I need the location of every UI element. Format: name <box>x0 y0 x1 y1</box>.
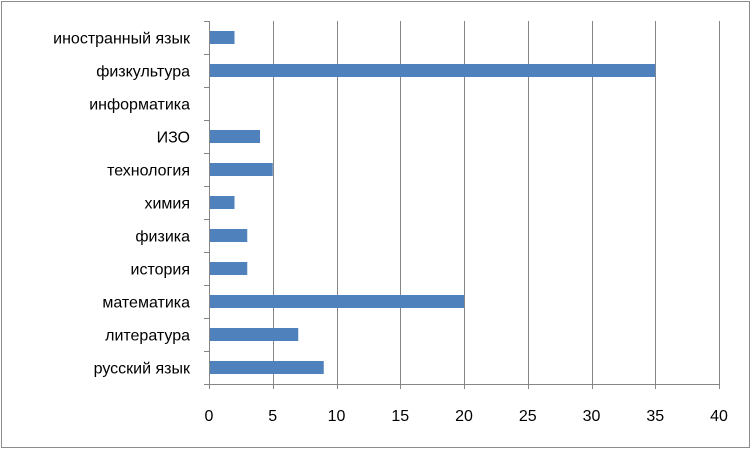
bar-9 <box>209 64 656 77</box>
category-label-4: физика <box>135 229 190 246</box>
category-label-7: ИЗО <box>157 130 190 147</box>
category-label-9: физкультура <box>96 64 190 81</box>
x-tick-label-8: 40 <box>710 408 728 425</box>
category-label-0: русский язык <box>94 361 191 378</box>
bar-6 <box>209 163 273 176</box>
bar-0 <box>209 361 324 374</box>
category-label-2: математика <box>102 295 190 312</box>
bar-7 <box>209 130 260 143</box>
x-tick-label-5: 25 <box>519 408 537 425</box>
bar-2 <box>209 295 464 308</box>
axes <box>204 21 720 389</box>
category-label-10: иностранный язык <box>53 31 191 48</box>
bar-1 <box>209 328 299 341</box>
bar-3 <box>209 262 248 275</box>
category-label-5: химия <box>144 196 190 213</box>
category-label-8: информатика <box>89 97 190 114</box>
x-tick-label-3: 15 <box>391 408 409 425</box>
category-labels: русский язык литература математика история ф… <box>53 31 191 378</box>
x-tick-label-1: 5 <box>268 408 277 425</box>
grid-lines <box>273 21 720 384</box>
x-tick-label-6: 30 <box>583 408 601 425</box>
bars <box>209 31 656 374</box>
bar-10 <box>209 31 235 44</box>
bar-5 <box>209 196 235 209</box>
category-label-1: литература <box>105 328 190 345</box>
x-tick-label-4: 20 <box>455 408 473 425</box>
category-label-3: история <box>131 262 190 279</box>
x-tick-labels: 0 5 10 15 20 25 30 35 40 <box>205 408 728 425</box>
x-tick-label-2: 10 <box>328 408 346 425</box>
category-label-6: технология <box>107 163 190 180</box>
x-tick-label-0: 0 <box>205 408 214 425</box>
x-tick-label-7: 35 <box>646 408 664 425</box>
bar-4 <box>209 229 248 242</box>
